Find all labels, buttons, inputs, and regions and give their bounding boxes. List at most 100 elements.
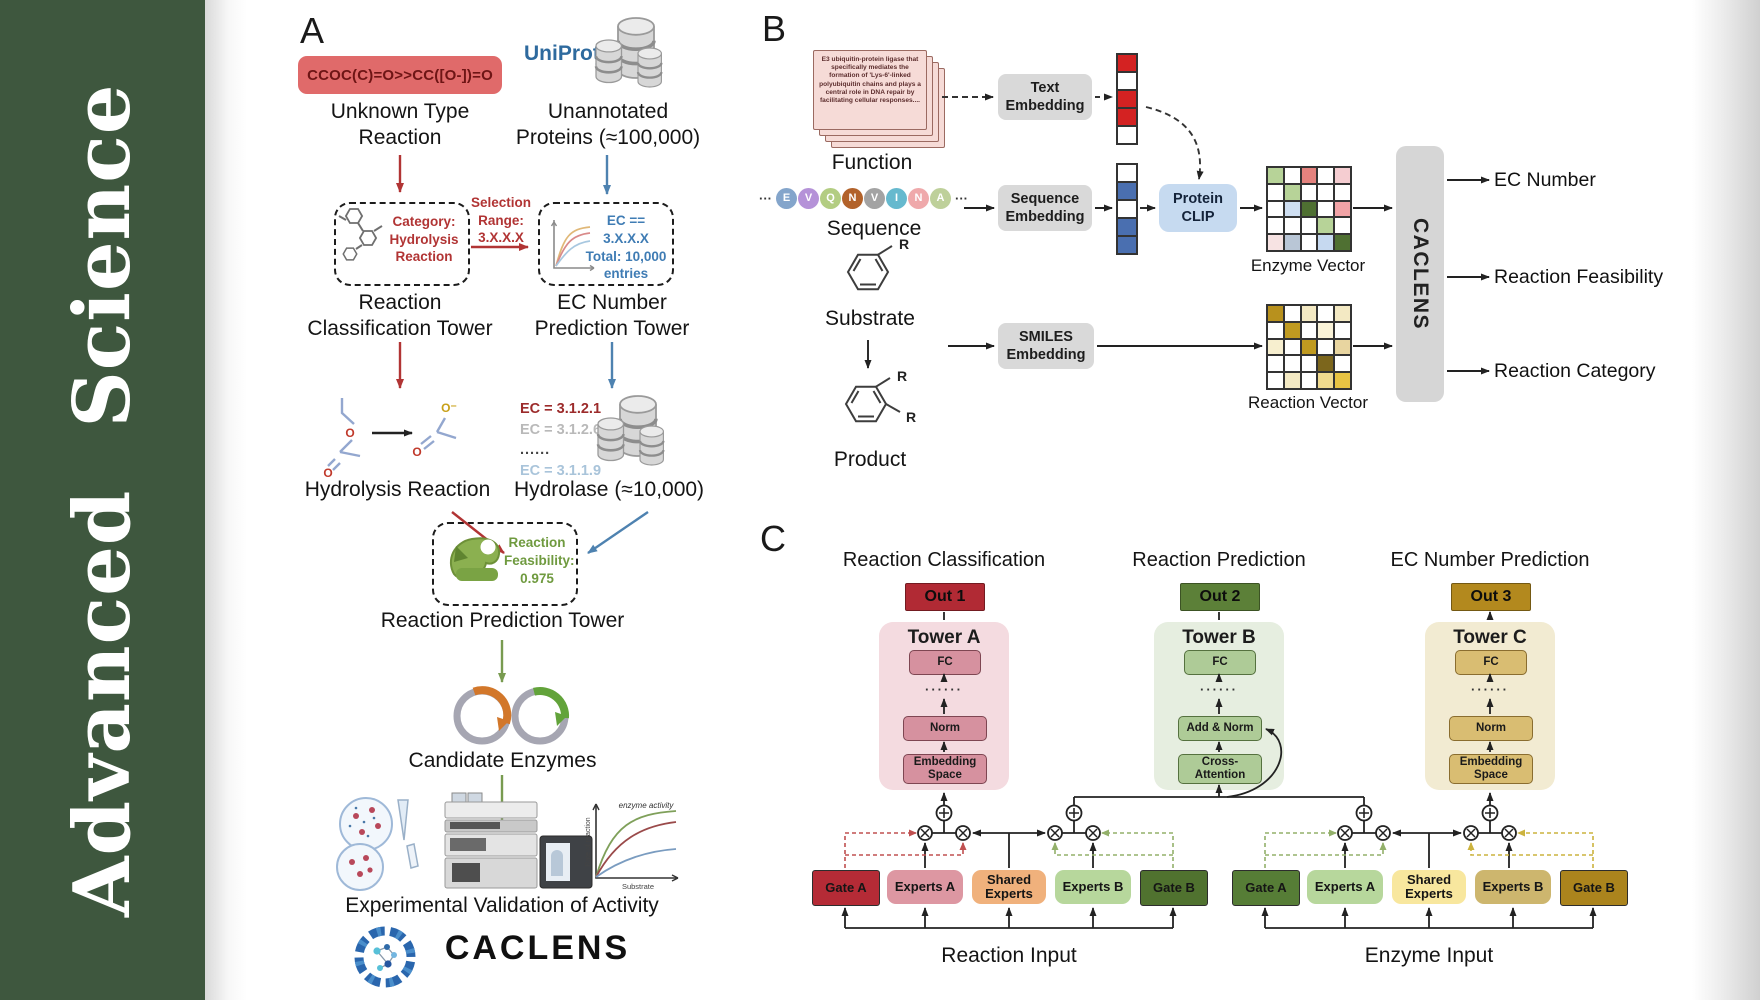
- journal-sidebar: Advanced Science: [0, 0, 205, 1000]
- hydrolase-label: Hydrolase (≈10,000): [513, 478, 705, 501]
- output-reaction-category: Reaction Category: [1494, 360, 1656, 382]
- uniprot-logo: UniProt: [524, 42, 600, 65]
- panel-c-label: C: [760, 518, 786, 559]
- sequence-label: Sequence: [826, 217, 922, 240]
- tower-c-title: Tower C: [1453, 627, 1527, 648]
- vector-cell: [1267, 200, 1284, 218]
- tower-b-cross-attention: Cross- Attention: [1178, 754, 1262, 784]
- candidate-enzymes-label: Candidate Enzymes: [408, 749, 597, 772]
- kinetics-ylabel: Rate of reaction: [585, 817, 592, 867]
- tower-a-title: Tower A: [907, 627, 981, 648]
- vector-cell: [1283, 372, 1301, 389]
- ec-item-ellipsis: ......: [520, 442, 551, 458]
- enzyme-input-label: Enzyme Input: [1364, 944, 1494, 967]
- vector-cell: [1334, 183, 1351, 201]
- vector-cell: [1334, 355, 1351, 373]
- panel-b-label: B: [762, 8, 787, 49]
- protein-clip-box: Protein CLIP: [1159, 184, 1237, 232]
- enzyme-experts-b-box: Experts B: [1475, 870, 1551, 904]
- vector-cell: [1117, 218, 1137, 236]
- arrow-hydrolase-to-feasibility: [587, 511, 649, 554]
- vector-cell: [1317, 167, 1335, 184]
- tower-c-fc: FC: [1455, 650, 1527, 675]
- vector-cell: [1334, 338, 1351, 356]
- sequence-embedding-vector: [1116, 163, 1138, 255]
- enzyme-shared-experts-box: Shared Experts: [1392, 870, 1466, 904]
- unknown-reaction-label: Unknown Type Reaction: [330, 100, 470, 150]
- out2-box: Out 2: [1180, 583, 1260, 611]
- product-label: Product: [833, 448, 907, 471]
- reaction-gate-a-route2: [845, 842, 967, 856]
- vector-cell: [1117, 164, 1137, 182]
- vector-cell: [1117, 54, 1137, 72]
- petri-dish-icons: [336, 797, 419, 891]
- enzyme-gate-a-route1: [1264, 829, 1337, 868]
- moe-nodes: [917, 804, 1517, 841]
- acetate-molecule-icon: O⁻ O: [412, 401, 457, 459]
- vector-cell: [1334, 217, 1351, 235]
- journal-title: Advanced Science: [57, 83, 148, 917]
- tower-b-title: Tower B: [1182, 627, 1256, 648]
- header-reaction-classification: Reaction Classification: [842, 549, 1046, 571]
- ec-number-list: EC = 3.1.2.1 EC = 3.1.2.6 ...... EC = 3.…: [520, 399, 630, 481]
- enzyme-vector-label: Enzyme Vector: [1250, 256, 1366, 275]
- reaction-input-label: Reaction Input: [941, 944, 1077, 967]
- enzyme-vector-grid: [1266, 166, 1352, 252]
- unannotated-proteins-label: Unannotated Proteins (≈100,000): [515, 100, 701, 150]
- vector-cell: [1300, 183, 1318, 201]
- vector-cell: [1334, 321, 1351, 339]
- output-ec-number: EC Number: [1494, 169, 1596, 191]
- caclens-logo-icon: [354, 926, 416, 988]
- vector-cell: [1117, 72, 1137, 90]
- reaction-gate-a-box: Gate A: [812, 870, 880, 906]
- residue-circle: E: [776, 187, 797, 209]
- page-gutter-shadow: [205, 0, 247, 1000]
- product-ring: [845, 385, 887, 423]
- validation-label: Experimental Validation of Activity: [345, 894, 659, 917]
- ellipsis: ···: [955, 190, 968, 206]
- vector-cell: [1267, 183, 1284, 201]
- vector-cell: [1117, 200, 1137, 218]
- tower-a-fc: FC: [909, 650, 981, 675]
- reaction-vector-grid: [1266, 304, 1352, 390]
- product-r-bonds: [875, 377, 901, 413]
- substrate-ring: [847, 253, 889, 291]
- arrows-tower-to-out: [943, 612, 1490, 620]
- vector-cell: [1300, 355, 1318, 373]
- enzyme-badge: Enzyme: [458, 571, 493, 581]
- vector-cell: [1317, 234, 1335, 251]
- residue-circle: V: [864, 187, 885, 209]
- enzyme-gate-b-route1: [1517, 829, 1594, 868]
- vector-cell: [1317, 217, 1335, 235]
- product-r-label: R: [897, 368, 907, 384]
- vector-cell: [1300, 200, 1318, 218]
- kinetics-annotation: enzyme activity: [619, 801, 675, 810]
- vector-cell: [1317, 200, 1335, 218]
- vector-cell: [1300, 338, 1318, 356]
- vector-cell: [1267, 305, 1284, 322]
- vector-cell: [1334, 200, 1351, 218]
- vector-cell: [1300, 167, 1318, 184]
- svg-text:O: O: [345, 426, 354, 440]
- product-r-label2: R: [906, 409, 916, 425]
- selection-range-label: Selection Range: 3.X.X.X: [470, 195, 532, 246]
- function-card-text: E3 ubiquitin-protein ligase that specifi…: [819, 56, 921, 105]
- vector-cell: [1267, 338, 1284, 356]
- tower-c-embedding-space: Embedding Space: [1449, 754, 1533, 784]
- enzyme-gate-b-route2: [1467, 842, 1593, 856]
- tower-b-junction: [1073, 796, 1365, 805]
- vector-cell: [1117, 126, 1137, 144]
- vector-cell: [1317, 183, 1335, 201]
- substrate-label: Substrate: [825, 307, 915, 330]
- vector-cell: [1267, 234, 1284, 251]
- ec-item: EC = 3.1.2.6: [520, 421, 602, 438]
- vector-cell: [1283, 217, 1301, 235]
- enzyme-gate-a-route2: [1265, 842, 1387, 856]
- tower-b-fc: FC: [1184, 650, 1256, 675]
- vector-cell: [1283, 200, 1301, 218]
- reaction-gate-b-route1: [1101, 829, 1174, 868]
- residue-circle: N: [842, 187, 863, 209]
- reaction-gate-b-box: Gate B: [1140, 870, 1208, 906]
- smiles-embedding-box: SMILES Embedding: [998, 323, 1094, 369]
